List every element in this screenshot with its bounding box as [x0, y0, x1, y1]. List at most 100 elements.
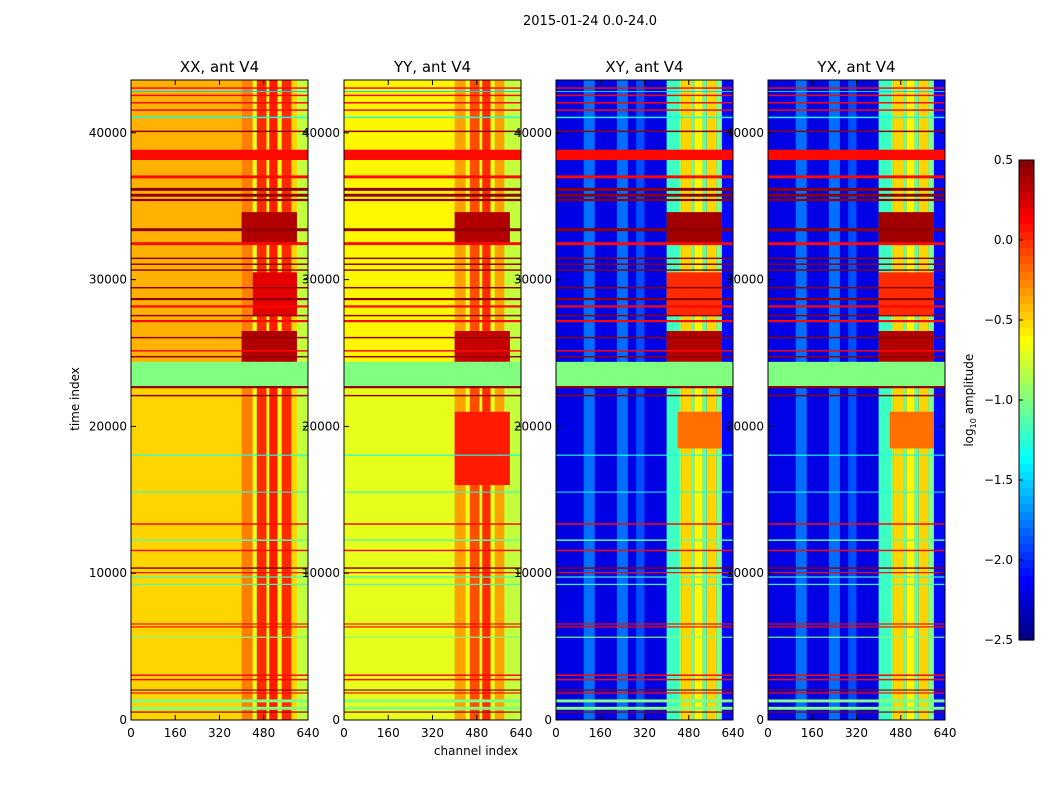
- heatmap-time-band: [768, 350, 945, 352]
- heatmap-time-band: [556, 355, 733, 358]
- heatmap-time-band: [344, 692, 521, 694]
- heatmap-time-band: [131, 355, 308, 358]
- heatmap-time-band: [131, 636, 308, 638]
- colorbar-tick-label: 0.0: [994, 233, 1013, 247]
- y-tick-label: 20000: [514, 419, 552, 433]
- heatmap-channel-stripe: [281, 80, 292, 720]
- heatmap-time-band: [131, 116, 308, 119]
- heatmap-block: [889, 411, 934, 449]
- heatmap-time-band: [768, 130, 945, 133]
- heatmap-time-band: [768, 228, 945, 232]
- colorbar-segment: [1019, 264, 1034, 273]
- colorbar-segment: [1019, 368, 1034, 377]
- heatmap-time-band: [344, 297, 521, 301]
- colorbar-segment: [1019, 432, 1034, 441]
- heatmap-time-band: [768, 149, 945, 160]
- heatmap-time-band: [768, 394, 945, 397]
- colorbar-segment: [1019, 560, 1034, 569]
- y-tick-label: 30000: [726, 273, 764, 287]
- heatmap-time-band: [556, 623, 733, 625]
- heatmap-time-band: [768, 523, 945, 525]
- heatmap-time-band: [556, 286, 733, 289]
- heatmap-channel-stripe: [918, 80, 929, 720]
- heatmap-channel-stripe: [795, 80, 807, 720]
- heatmap-block: [878, 272, 934, 317]
- heatmap-time-band: [768, 314, 945, 317]
- figure-title: 2015-01-24 0.0-24.0: [523, 14, 657, 29]
- heatmap-time-band: [768, 116, 945, 119]
- heatmap-time-band: [556, 699, 733, 703]
- heatmap-time-band: [768, 336, 945, 339]
- heatmap-time-band: [768, 175, 945, 179]
- heatmap-time-band: [344, 286, 521, 289]
- colorbar-segment: [1019, 280, 1034, 289]
- y-tick-label: 0: [119, 713, 127, 727]
- y-tick-label: 30000: [514, 273, 552, 287]
- heatmap-time-band: [131, 263, 308, 265]
- heatmap-time-band: [344, 175, 521, 179]
- heatmap-time-band: [768, 626, 945, 628]
- heatmap-time-band: [131, 491, 308, 493]
- colorbar-segment: [1019, 448, 1034, 457]
- colorbar-segment: [1019, 304, 1034, 313]
- heatmap-time-band: [768, 674, 945, 676]
- x-tick-label: 480: [252, 726, 275, 740]
- heatmap-time-band: [768, 636, 945, 638]
- heatmap-time-band: [131, 674, 308, 676]
- heatmap-time-band: [768, 623, 945, 625]
- heatmap-time-band: [768, 454, 945, 456]
- colorbar-segment: [1019, 536, 1034, 545]
- heatmap-time-band: [768, 689, 945, 691]
- heatmap-time-band: [344, 636, 521, 638]
- x-tick-label: 160: [164, 726, 187, 740]
- colorbar-segment: [1019, 200, 1034, 209]
- heatmap-channel-stripe: [296, 80, 308, 720]
- heatmap-channel-stripe: [465, 80, 470, 720]
- heatmap-time-band: [556, 187, 733, 191]
- colorbar: 0.5 0.0 −0.5 −1.0 −1.5 −2.0 −2.5: [984, 153, 1035, 647]
- colorbar-segment: [1019, 208, 1034, 217]
- colorbar-segment: [1019, 224, 1034, 233]
- heatmap-time-band: [131, 689, 308, 691]
- heatmap-time-band: [344, 678, 521, 681]
- colorbar-segment: [1019, 392, 1034, 401]
- heatmap-time-band: [768, 491, 945, 493]
- colorbar-segment: [1019, 256, 1034, 265]
- colorbar-tick-label: −0.5: [984, 313, 1013, 327]
- heatmap-time-band: [344, 109, 521, 111]
- x-tick-label: 0: [127, 726, 135, 740]
- heatmap-channel-stripe: [706, 80, 717, 720]
- colorbar-segment: [1019, 480, 1034, 489]
- heatmap-channel-stripe: [891, 80, 894, 720]
- heatmap-time-band: [556, 320, 733, 323]
- heatmap-channel-stripe: [241, 80, 253, 720]
- colorbar-tick-label: 0.5: [994, 153, 1013, 167]
- heatmap-channel-stripe: [893, 80, 904, 720]
- y-tick-label: 10000: [514, 566, 552, 580]
- heatmap-time-band: [344, 689, 521, 691]
- y-tick-label: 30000: [302, 273, 340, 287]
- heatmap-time-band: [768, 297, 945, 301]
- heatmap-time-band: [344, 94, 521, 97]
- heatmap-time-band: [556, 491, 733, 493]
- heatmap-time-band: [131, 539, 308, 541]
- heatmap-time-band: [556, 576, 733, 578]
- colorbar-segment: [1019, 464, 1034, 473]
- heatmap-time-band: [556, 149, 733, 160]
- heatmap-time-band: [131, 198, 308, 202]
- colorbar-segment: [1019, 288, 1034, 297]
- colorbar-segment: [1019, 544, 1034, 553]
- heatmap-channel-stripe: [482, 80, 491, 720]
- heatmap-time-band: [768, 193, 945, 197]
- heatmap-time-band: [344, 583, 521, 585]
- heatmap-time-band: [556, 130, 733, 133]
- heatmap-block: [677, 411, 722, 449]
- heatmap-time-band: [344, 102, 521, 104]
- heatmap-time-band: [556, 94, 733, 97]
- heatmap-channel-stripe: [616, 80, 628, 720]
- heatmap-channel-stripe: [721, 80, 733, 720]
- heatmap-channel-stripe: [691, 80, 695, 720]
- heatmap-time-band: [131, 386, 308, 389]
- heatmap-time-band: [768, 576, 945, 578]
- x-tick-label: 160: [801, 726, 824, 740]
